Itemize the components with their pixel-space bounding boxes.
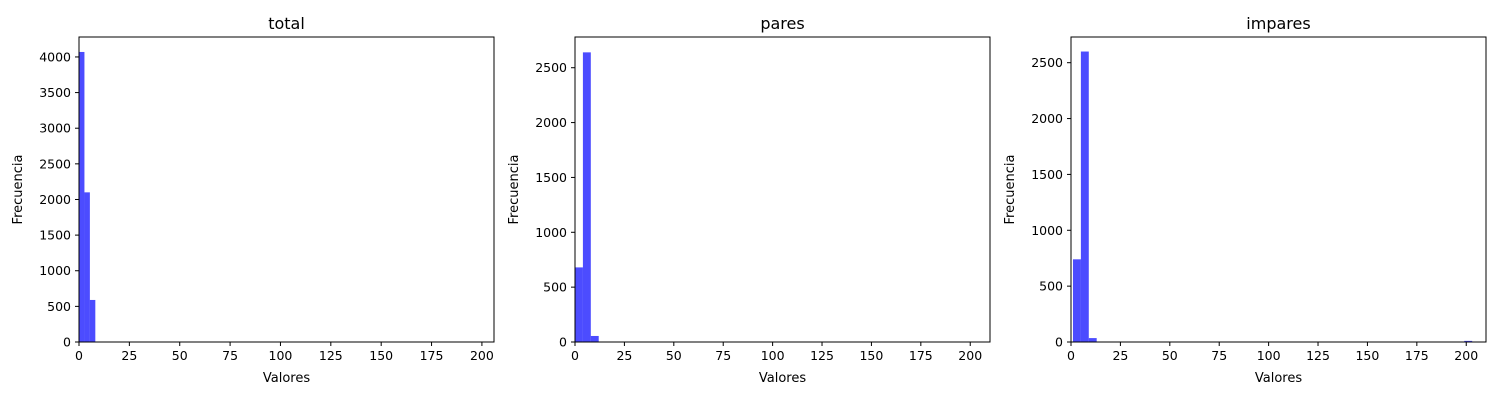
y-tick-label: 1000: [535, 225, 567, 240]
chart-title: impares: [1246, 14, 1310, 33]
x-axis-label: Valores: [263, 371, 310, 386]
axes-frame: [574, 36, 991, 343]
histogram-bar: [1464, 340, 1473, 342]
y-tick-label: 2500: [1031, 55, 1063, 70]
x-tick-label: 0: [1067, 348, 1075, 363]
x-tick-label: 50: [172, 348, 188, 363]
x-tick-label: 50: [1162, 348, 1178, 363]
histogram-bar: [582, 52, 591, 342]
x-tick-label: 0: [571, 348, 579, 363]
y-tick-label: 2000: [535, 115, 567, 130]
histogram-bar: [590, 335, 599, 342]
x-tick-label: 150: [1355, 348, 1379, 363]
histogram-bar: [1072, 259, 1081, 342]
x-tick-label: 100: [761, 348, 785, 363]
chart-panel-pares: pares Valores Frecuencia 0 25 50 75 100 125 15…: [507, 14, 991, 386]
y-axis-label: Frecuencia: [1003, 155, 1018, 225]
x-tick-label: 25: [616, 348, 632, 363]
x-tick-label: 200: [1454, 348, 1478, 363]
y-tick-label: 0: [63, 335, 71, 350]
x-tick-label: 100: [269, 348, 293, 363]
y-tick-label: 500: [47, 299, 71, 314]
x-tick-label: 75: [1211, 348, 1227, 363]
axes-frame: [78, 36, 495, 343]
histogram-bar: [1088, 338, 1097, 342]
x-tick-label: 0: [75, 348, 83, 363]
chart-panel-impares: impares Valores Frecuencia 0 25 50 75 100 125…: [1003, 14, 1487, 386]
x-tick-label: 125: [1306, 348, 1330, 363]
histogram-bar: [1080, 51, 1089, 343]
x-tick-label: 175: [1405, 348, 1429, 363]
y-tick-label: 3500: [39, 85, 71, 100]
y-tick-label: 4000: [39, 49, 71, 64]
y-tick-label: 2000: [39, 192, 71, 207]
x-tick-label: 50: [666, 348, 682, 363]
x-tick-label: 150: [859, 348, 883, 363]
y-tick-label: 2000: [1031, 111, 1063, 126]
x-tick-label: 25: [121, 348, 137, 363]
x-tick-label: 150: [369, 348, 393, 363]
y-tick-label: 1500: [1031, 167, 1063, 182]
x-tick-label: 125: [319, 348, 343, 363]
y-axis-label: Frecuencia: [11, 155, 26, 225]
y-tick-label: 1500: [39, 228, 71, 243]
x-tick-label: 125: [810, 348, 834, 363]
y-tick-label: 0: [1055, 335, 1063, 350]
y-tick-label: 500: [1039, 279, 1063, 294]
histogram-bar: [79, 51, 85, 342]
chart-title: pares: [760, 14, 804, 33]
y-tick-label: 0: [559, 335, 567, 350]
x-tick-label: 25: [1112, 348, 1128, 363]
y-tick-label: 2500: [535, 60, 567, 75]
histogram-bar: [89, 299, 96, 342]
y-tick-label: 1000: [39, 263, 71, 278]
x-axis-label: Valores: [759, 371, 806, 386]
x-axis-label: Valores: [1255, 371, 1302, 386]
y-tick-label: 2500: [39, 156, 71, 171]
y-tick-label: 3000: [39, 121, 71, 136]
histogram-bar: [84, 192, 90, 342]
x-tick-label: 200: [958, 348, 982, 363]
y-tick-label: 1500: [535, 170, 567, 185]
y-tick-label: 500: [543, 280, 567, 295]
chart-panel-total: total Valores Frecuencia 0 25 50 75 100 125 15…: [11, 14, 495, 386]
chart-title: total: [268, 14, 305, 33]
x-tick-label: 175: [420, 348, 444, 363]
x-tick-label: 75: [715, 348, 731, 363]
y-axis-label: Frecuencia: [507, 155, 522, 225]
x-tick-label: 175: [909, 348, 933, 363]
y-tick-label: 1000: [1031, 223, 1063, 238]
x-tick-label: 100: [1257, 348, 1281, 363]
x-tick-label: 200: [470, 348, 494, 363]
histogram-bar: [575, 267, 583, 342]
axes-frame: [1070, 36, 1487, 343]
x-tick-label: 75: [222, 348, 238, 363]
